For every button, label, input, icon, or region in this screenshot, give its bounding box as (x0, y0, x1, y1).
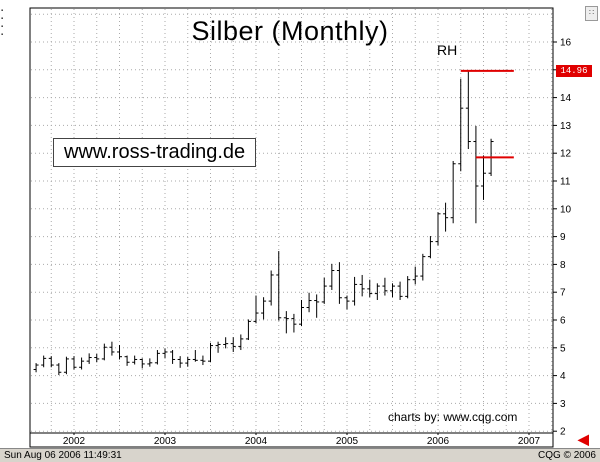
svg-text:11: 11 (560, 177, 571, 188)
left-toolbar: ▪ ▪ ▪ ▪ (1, 8, 9, 38)
rh-annotation-label: RH (437, 42, 458, 58)
toolbar-icon[interactable]: ▪ (1, 32, 4, 38)
svg-text:13: 13 (560, 121, 572, 132)
svg-text:3: 3 (560, 399, 566, 410)
svg-text:5: 5 (560, 343, 566, 354)
svg-text:2002: 2002 (63, 436, 86, 447)
status-datetime: Sun Aug 06 2006 11:49:31 (4, 450, 122, 461)
scroll-left-arrow-icon[interactable]: ◀ (578, 431, 589, 447)
watermark-box: www.ross-trading.de (53, 138, 257, 167)
svg-text:14: 14 (560, 93, 572, 104)
status-copyright: CQG © 2006 (538, 450, 596, 461)
svg-text:7: 7 (560, 288, 566, 299)
svg-text:2003: 2003 (154, 436, 177, 447)
svg-text:6: 6 (560, 316, 566, 327)
toolbar-icon[interactable]: ▪ (1, 16, 4, 22)
svg-text:2005: 2005 (336, 436, 359, 447)
svg-text:8: 8 (560, 260, 566, 271)
svg-text:2: 2 (560, 427, 566, 438)
price-axis-tag: 14.96 (556, 65, 592, 77)
status-bar: Sun Aug 06 2006 11:49:31 CQG © 2006 (0, 448, 600, 462)
svg-text:12: 12 (560, 149, 572, 160)
svg-text:9: 9 (560, 232, 566, 243)
svg-text:4: 4 (560, 371, 566, 382)
cqg-credit: charts by: www.cqg.com (388, 410, 518, 424)
corner-grid-icon[interactable]: ∷ (585, 6, 598, 21)
toolbar-icon[interactable]: ▪ (1, 24, 4, 30)
svg-text:2007: 2007 (518, 436, 541, 447)
svg-text:16: 16 (560, 38, 572, 49)
toolbar-icon[interactable]: ▪ (1, 8, 4, 14)
svg-text:2006: 2006 (427, 436, 450, 447)
price-chart-canvas[interactable]: 2345678910111213141516200220032004200520… (0, 0, 600, 450)
svg-text:2004: 2004 (245, 436, 268, 447)
svg-text:10: 10 (560, 204, 572, 215)
chart-title: Silber (Monthly) (191, 16, 389, 46)
